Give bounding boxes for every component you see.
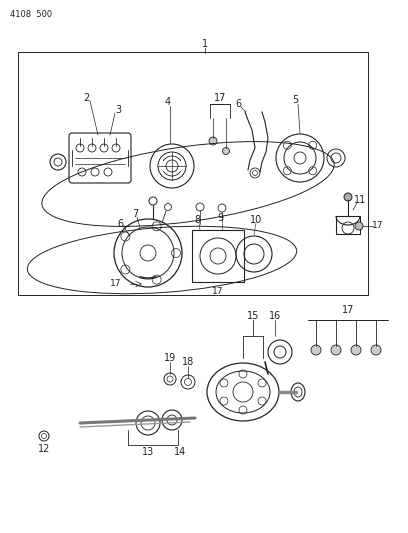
Text: 9: 9 xyxy=(217,213,223,223)
Circle shape xyxy=(355,222,363,230)
Circle shape xyxy=(222,148,229,155)
Text: 13: 13 xyxy=(142,447,154,457)
Text: 18: 18 xyxy=(182,357,194,367)
Text: 19: 19 xyxy=(164,353,176,363)
Text: 7: 7 xyxy=(132,209,138,219)
Text: 8: 8 xyxy=(194,215,200,225)
Text: 11: 11 xyxy=(354,195,366,205)
Bar xyxy=(192,230,244,282)
Text: 3: 3 xyxy=(115,105,121,115)
Text: 16: 16 xyxy=(269,311,281,321)
Text: 17: 17 xyxy=(342,305,354,315)
Text: 17: 17 xyxy=(372,222,384,230)
Text: 17: 17 xyxy=(110,279,122,288)
Text: 17: 17 xyxy=(212,287,224,296)
Circle shape xyxy=(331,345,341,355)
Text: 17: 17 xyxy=(214,93,226,103)
Text: 15: 15 xyxy=(247,311,259,321)
Text: 10: 10 xyxy=(250,215,262,225)
Circle shape xyxy=(371,345,381,355)
Text: 2: 2 xyxy=(83,93,89,103)
Text: 12: 12 xyxy=(38,444,50,454)
Text: 1: 1 xyxy=(202,39,208,49)
Circle shape xyxy=(209,137,217,145)
Bar xyxy=(336,216,360,234)
Text: 4108  500: 4108 500 xyxy=(10,10,52,19)
Text: 4: 4 xyxy=(165,97,171,107)
Text: 14: 14 xyxy=(174,447,186,457)
Text: 6: 6 xyxy=(235,99,241,109)
Circle shape xyxy=(344,193,352,201)
Circle shape xyxy=(351,345,361,355)
Text: 6: 6 xyxy=(117,219,123,229)
Text: 5: 5 xyxy=(292,95,298,105)
Circle shape xyxy=(311,345,321,355)
Bar xyxy=(18,52,368,295)
